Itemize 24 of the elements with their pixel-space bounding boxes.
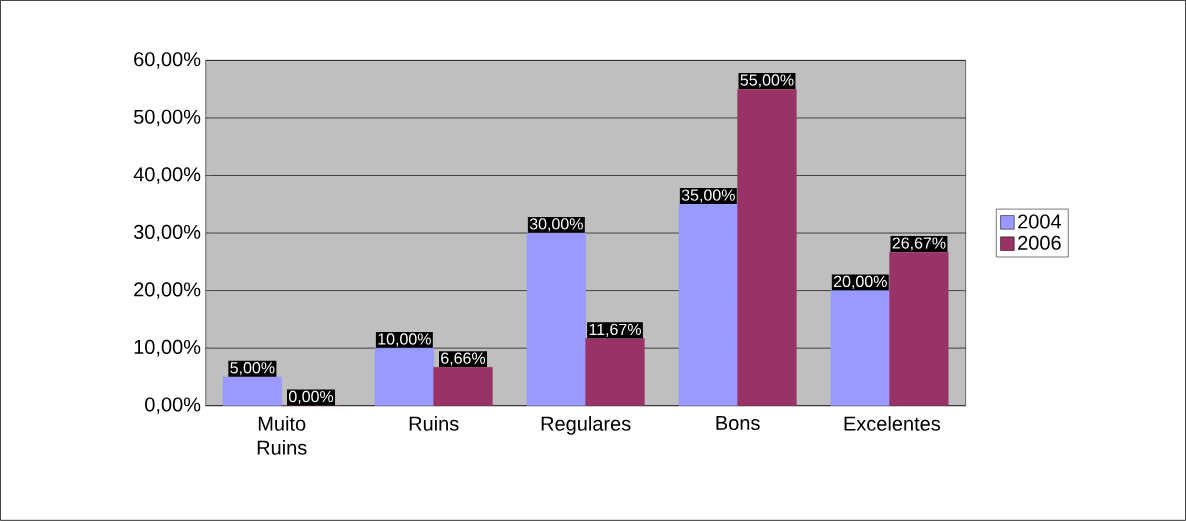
- data-label: 6,66%: [441, 352, 486, 366]
- x-tick-label: Ruins: [409, 416, 459, 431]
- y-tick-label: 20,00%: [134, 282, 201, 299]
- y-tick-label: 40,00%: [133, 167, 201, 184]
- y-tick-label: 30,00%: [133, 224, 201, 242]
- data-label: 55,00%: [740, 74, 794, 88]
- x-tick-label: Regulares: [541, 416, 631, 435]
- y-tick-label: 0,00%: [145, 397, 201, 415]
- data-label: 20,00%: [833, 275, 887, 290]
- data-label: 11,67%: [589, 323, 641, 338]
- x-tick-label: Muito Ruins: [257, 416, 307, 455]
- legend-label: 2006: [1018, 235, 1061, 250]
- data-label: 10,00%: [378, 333, 431, 347]
- data-label: 26,67%: [892, 237, 946, 251]
- x-tick-label: Excelentes: [844, 416, 941, 431]
- data-label: 5,00%: [230, 362, 275, 376]
- y-tick-label: 50,00%: [133, 109, 201, 127]
- x-tick-label: Bons: [716, 416, 760, 431]
- legend-label: 2004: [1018, 214, 1062, 229]
- y-tick-label: 10,00%: [134, 339, 201, 357]
- data-label: 35,00%: [681, 189, 735, 203]
- y-tick-label: 60,00%: [134, 52, 201, 69]
- data-label: 30,00%: [529, 218, 583, 232]
- data-label: 0,00%: [288, 390, 334, 405]
